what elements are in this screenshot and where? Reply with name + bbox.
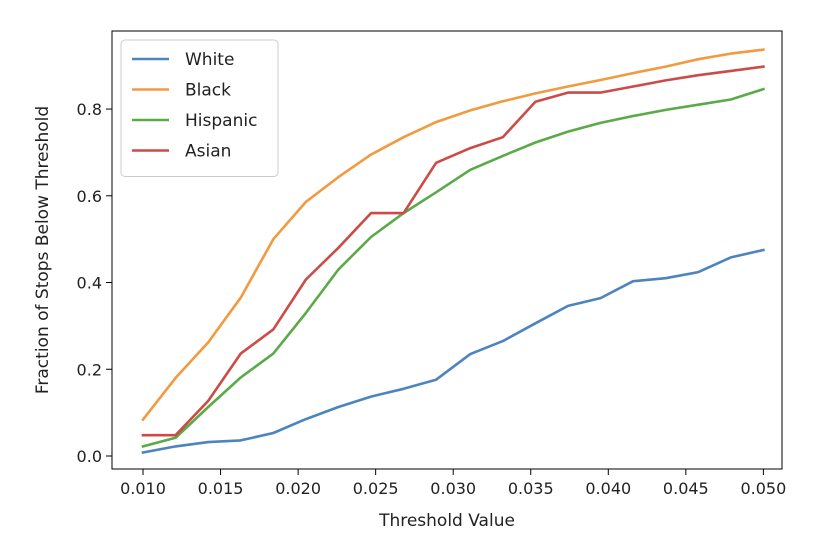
x-axis-label: Threshold Value (378, 511, 515, 531)
y-tick-label: 0.2 (77, 360, 102, 379)
x-tick-label: 0.010 (120, 479, 166, 498)
x-tick-label: 0.045 (663, 479, 709, 498)
y-tick-label: 0.8 (77, 100, 102, 119)
x-tick-label: 0.040 (585, 479, 631, 498)
legend-label-hispanic: Hispanic (185, 111, 257, 131)
series-line-white (141, 248, 765, 455)
x-tick-label: 0.015 (198, 479, 244, 498)
x-tick-label: 0.020 (275, 479, 321, 498)
y-tick-label: 0.0 (77, 447, 102, 466)
x-axis: 0.010 0.015 0.020 0.025 0.030 0.035 0.040 0.045… (120, 469, 786, 498)
x-tick-label: 0.025 (353, 479, 399, 498)
legend-label-black: Black (185, 81, 231, 101)
x-tick-label: 0.050 (740, 479, 786, 498)
legend-label-white: White (185, 50, 234, 70)
plot-frame (111, 30, 783, 470)
legend: White Black Hispanic Asian (120, 39, 279, 177)
y-axis: 0.0 0.2 0.4 0.6 0.8 (77, 100, 112, 466)
y-tick-label: 0.6 (77, 187, 102, 206)
series-line-black (141, 48, 765, 422)
series-line-asian (141, 65, 765, 437)
x-tick-label: 0.030 (430, 479, 476, 498)
legend-label-asian: Asian (185, 142, 231, 162)
plot-lines (141, 48, 766, 455)
legend-box (120, 39, 279, 177)
y-tick-label: 0.4 (77, 274, 102, 293)
x-tick-label: 0.035 (508, 479, 554, 498)
series-line-hispanic (141, 87, 766, 448)
y-axis-label: Fraction of Stops Below Threshold (33, 106, 53, 394)
